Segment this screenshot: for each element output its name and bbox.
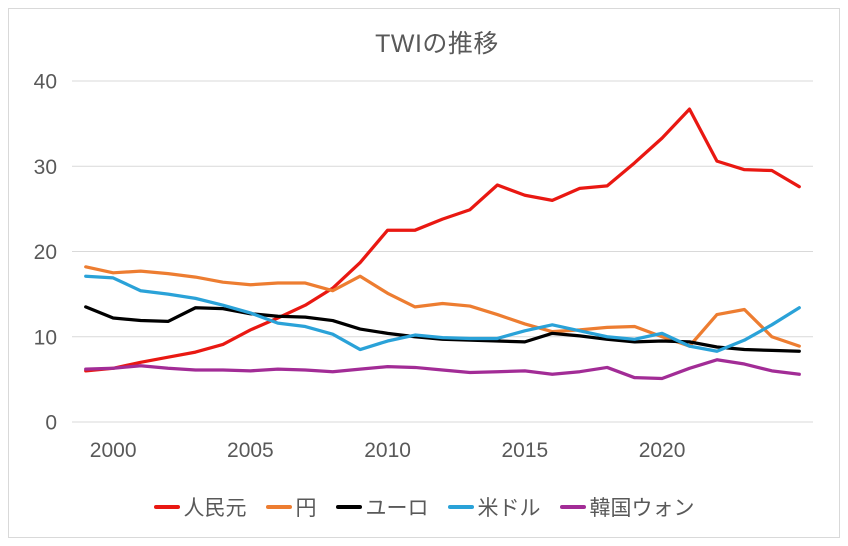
legend: 人民元 円 ユーロ 米ドル 韓国ウォン: [0, 492, 848, 522]
legend-swatch-icon: [153, 505, 180, 509]
legend-item-円[interactable]: 円: [265, 492, 317, 522]
y-axis-label-30: 30: [34, 156, 57, 179]
x-axis-label-2010: 2010: [364, 439, 411, 462]
legend-item-人民元[interactable]: 人民元: [153, 492, 247, 522]
series-line-人民元[interactable]: [84, 107, 801, 373]
series-line-円[interactable]: [84, 265, 801, 348]
legend-label: 人民元: [183, 497, 247, 520]
chart-title[interactable]: TWIの推移: [375, 30, 499, 58]
y-axis-label-40: 40: [34, 71, 57, 94]
y-axis-label-20: 20: [34, 241, 57, 264]
legend-swatch-icon: [335, 505, 362, 509]
x-axis-label-2000: 2000: [90, 439, 137, 462]
series-line-韓国ウォン[interactable]: [84, 358, 801, 381]
legend-item-韓国ウォン[interactable]: 韓国ウォン: [559, 492, 695, 522]
legend-item-米ドル[interactable]: 米ドル: [447, 492, 541, 522]
x-axis-label-2020: 2020: [639, 439, 686, 462]
x-axis-label-2015: 2015: [501, 439, 548, 462]
legend-swatch-icon: [559, 505, 586, 509]
legend-label: 韓国ウォン: [589, 497, 695, 520]
x-axis-label-2005: 2005: [227, 439, 274, 462]
y-axis-label-10: 10: [34, 326, 57, 349]
legend-swatch-icon: [265, 505, 292, 509]
legend-label: 米ドル: [477, 497, 541, 520]
y-axis-label-0: 0: [45, 412, 57, 435]
legend-label: 円: [295, 497, 317, 520]
legend-item-ユーロ[interactable]: ユーロ: [335, 492, 429, 522]
legend-swatch-icon: [447, 505, 474, 509]
series-line-米ドル[interactable]: [84, 274, 801, 353]
legend-label: ユーロ: [365, 497, 429, 520]
